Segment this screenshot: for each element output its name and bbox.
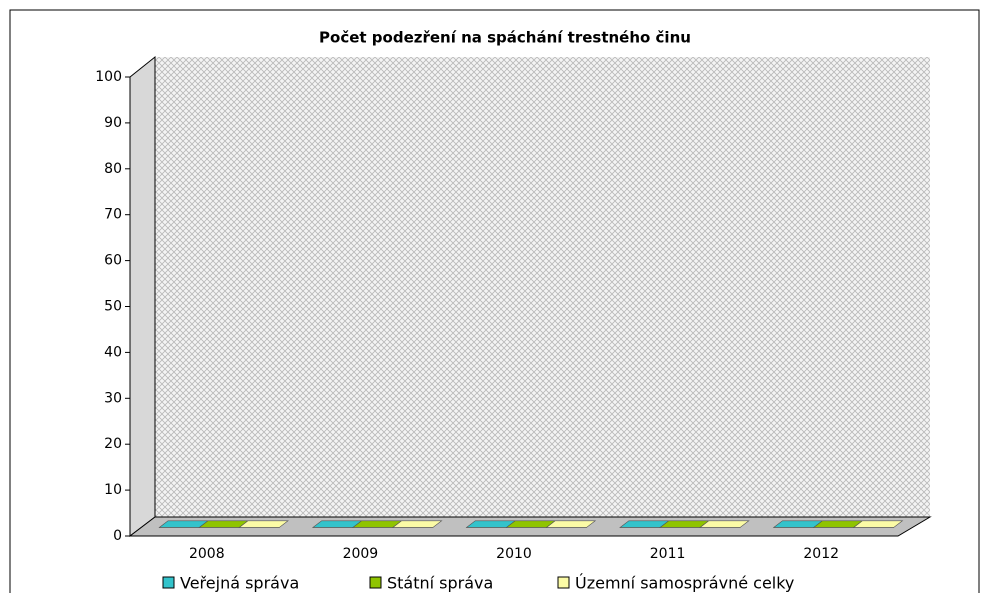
legend-swatch — [162, 576, 175, 589]
legend-label: Územní samosprávné celky — [575, 574, 794, 593]
y-tick-label: 70 — [104, 207, 122, 223]
bar-top — [699, 520, 750, 528]
bar-top — [238, 520, 289, 528]
legend-label: Veřejná správa — [180, 574, 299, 593]
side-wall — [129, 55, 156, 538]
back-wall — [155, 57, 930, 517]
y-tick-label: 60 — [104, 253, 122, 269]
x-tick-label: 2008 — [189, 546, 225, 562]
y-tick-label: 10 — [104, 482, 122, 498]
y-tick-label: 90 — [104, 115, 122, 131]
y-tick-label: 50 — [104, 299, 122, 315]
bar-top — [545, 520, 597, 528]
chart-title: Počet podezření na spáchání trestného či… — [319, 29, 691, 47]
x-tick-label: 2012 — [803, 546, 839, 562]
legend-label: Státní správa — [387, 574, 493, 593]
bar-top — [852, 520, 904, 528]
y-tick-label: 20 — [104, 436, 122, 452]
y-tick-label: 100 — [95, 69, 122, 85]
y-tick-label: 80 — [104, 161, 122, 177]
legend-swatch — [557, 576, 570, 589]
y-tick-label: 40 — [104, 344, 122, 360]
bar-top — [392, 520, 443, 528]
frame — [9, 9, 980, 593]
y-tick-label: 0 — [113, 528, 122, 544]
y-tick-label: 30 — [104, 390, 122, 406]
legend-swatch — [369, 576, 382, 589]
x-tick-label: 2009 — [343, 546, 379, 562]
x-tick-label: 2011 — [650, 546, 686, 562]
x-tick-label: 2010 — [496, 546, 532, 562]
